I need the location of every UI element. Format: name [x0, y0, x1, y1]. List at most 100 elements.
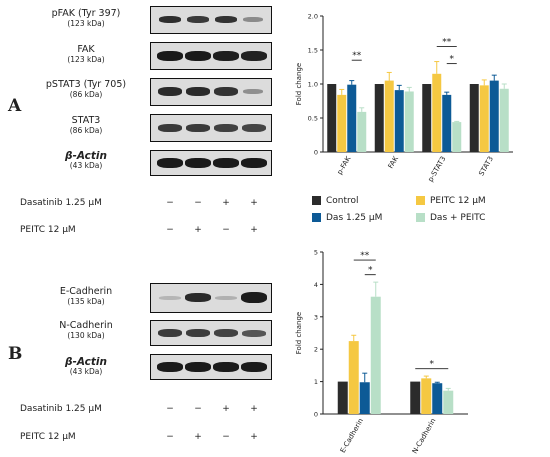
- y-tick-label: 1.5: [308, 47, 318, 55]
- x-tick-label: FAK: [387, 155, 401, 170]
- bar: [479, 85, 489, 152]
- protein-name: FAK: [77, 44, 95, 55]
- bar: [347, 84, 357, 152]
- significance-label: **: [442, 38, 452, 48]
- bar: [421, 378, 432, 414]
- significance-label: **: [352, 51, 362, 61]
- y-tick-label: 0: [314, 411, 318, 419]
- y-tick-label: 5: [314, 249, 318, 257]
- legend-label: Control: [326, 196, 359, 206]
- protein-name: pFAK (Tyr 397): [51, 8, 121, 19]
- bar: [374, 84, 384, 152]
- bar: [404, 91, 414, 152]
- protein-name: pSTAT3 (Tyr 705): [45, 79, 127, 90]
- treatment-label: Dasatinib 1.25 µM: [20, 404, 102, 414]
- legend-swatch: [312, 213, 321, 222]
- treatment-sign: −: [166, 404, 174, 414]
- protein-kda: (123 kDa): [67, 18, 105, 28]
- bar: [357, 111, 367, 152]
- bar: [337, 381, 348, 414]
- y-tick-label: 2: [314, 346, 318, 354]
- treatment-label: PEITC 12 µM: [20, 225, 76, 235]
- bar: [499, 88, 509, 152]
- treatment-sign: −: [222, 225, 230, 235]
- treatment-label: Dasatinib 1.25 µM: [20, 198, 102, 208]
- blot-strip-pfak: [150, 6, 272, 34]
- treatment-sign: −: [166, 432, 174, 442]
- bar: [384, 80, 394, 152]
- treatment-sign: +: [250, 198, 258, 208]
- protein-name: β-Actin: [65, 356, 107, 368]
- y-tick-label: 3: [314, 313, 318, 321]
- x-tick-label: p-STAT3: [426, 155, 447, 183]
- significance-label: **: [360, 251, 370, 261]
- bar: [337, 94, 347, 152]
- blot-strip-pstat3: [150, 78, 272, 106]
- y-axis-label: Fold change: [295, 63, 303, 105]
- legend-label: Das 1.25 µM: [326, 213, 383, 223]
- x-tick-label: p-FAK: [336, 155, 353, 176]
- bar: [422, 84, 432, 152]
- treatment-sign: +: [250, 225, 258, 235]
- bar: [469, 84, 479, 152]
- protein-label: FAK (123 kDa): [22, 44, 150, 65]
- protein-kda: (86 kDa): [69, 125, 103, 135]
- y-axis-label: Fold change: [295, 312, 303, 354]
- protein-label: STAT3 (86 kDa): [22, 115, 150, 136]
- bar: [442, 94, 452, 152]
- bar: [452, 122, 462, 152]
- x-tick-label: N-Cadherin: [411, 417, 438, 455]
- legend-item-control: Control: [312, 196, 359, 206]
- bar: [394, 90, 404, 152]
- treatment-sign: +: [194, 225, 202, 235]
- bar: [489, 80, 499, 152]
- protein-label: pFAK (Tyr 397) (123 kDa): [22, 8, 150, 29]
- blot-strip-actin-b: [150, 354, 272, 380]
- bar: [443, 390, 454, 414]
- protein-kda: (43 kDa): [69, 161, 103, 171]
- treatment-sign: −: [222, 432, 230, 442]
- protein-name: β-Actin: [65, 150, 107, 162]
- blot-strip-ecadherin: [150, 283, 272, 313]
- treatment-sign: −: [166, 198, 174, 208]
- bar: [410, 381, 421, 414]
- bar: [432, 73, 442, 152]
- treatment-sign: +: [250, 432, 258, 442]
- bar: [327, 84, 337, 152]
- treatment-sign: −: [194, 198, 202, 208]
- chart-a: 0 0.5 1.0 1.5 2.0 Fold change p-FAK FAK p-STAT3 S…: [295, 13, 513, 183]
- protein-name: E-Cadherin: [59, 286, 113, 297]
- protein-name: N-Cadherin: [59, 320, 113, 331]
- treatment-label: PEITC 12 µM: [20, 432, 76, 442]
- protein-name: STAT3: [71, 115, 101, 126]
- protein-label: pSTAT3 (Tyr 705) (86 kDa): [22, 79, 150, 100]
- y-tick-label: 2.0: [308, 13, 318, 21]
- y-tick-label: 1.0: [308, 81, 318, 89]
- treatment-sign: −: [194, 404, 202, 414]
- significance-label: *: [450, 55, 455, 65]
- blot-strip-stat3: [150, 114, 272, 142]
- x-tick-label: E-Cadherin: [339, 417, 365, 454]
- legend-swatch: [416, 213, 425, 222]
- significance-label: *: [368, 266, 373, 276]
- protein-label: β-Actin (43 kDa): [22, 356, 150, 377]
- protein-kda: (130 kDa): [67, 330, 105, 340]
- treatment-sign: +: [222, 404, 230, 414]
- protein-kda: (86 kDa): [69, 89, 103, 99]
- bar: [432, 383, 443, 414]
- y-tick-label: 4: [314, 281, 318, 289]
- blot-strip-fak: [150, 42, 272, 70]
- x-tick-label: STAT3: [477, 155, 495, 177]
- bar: [348, 341, 359, 414]
- treatment-sign: −: [166, 225, 174, 235]
- protein-kda: (43 kDa): [69, 367, 103, 377]
- blot-strip-ncadherin: [150, 320, 272, 346]
- blot-strip-actin: [150, 150, 272, 176]
- legend-swatch: [312, 196, 321, 205]
- y-tick-label: 0: [314, 149, 318, 157]
- protein-label: β-Actin (43 kDa): [22, 150, 150, 171]
- panel-label-b: B: [8, 344, 23, 364]
- legend-item-das: Das 1.25 µM: [312, 213, 382, 223]
- y-tick-label: 1: [314, 378, 318, 386]
- y-tick-label: 0.5: [308, 115, 318, 123]
